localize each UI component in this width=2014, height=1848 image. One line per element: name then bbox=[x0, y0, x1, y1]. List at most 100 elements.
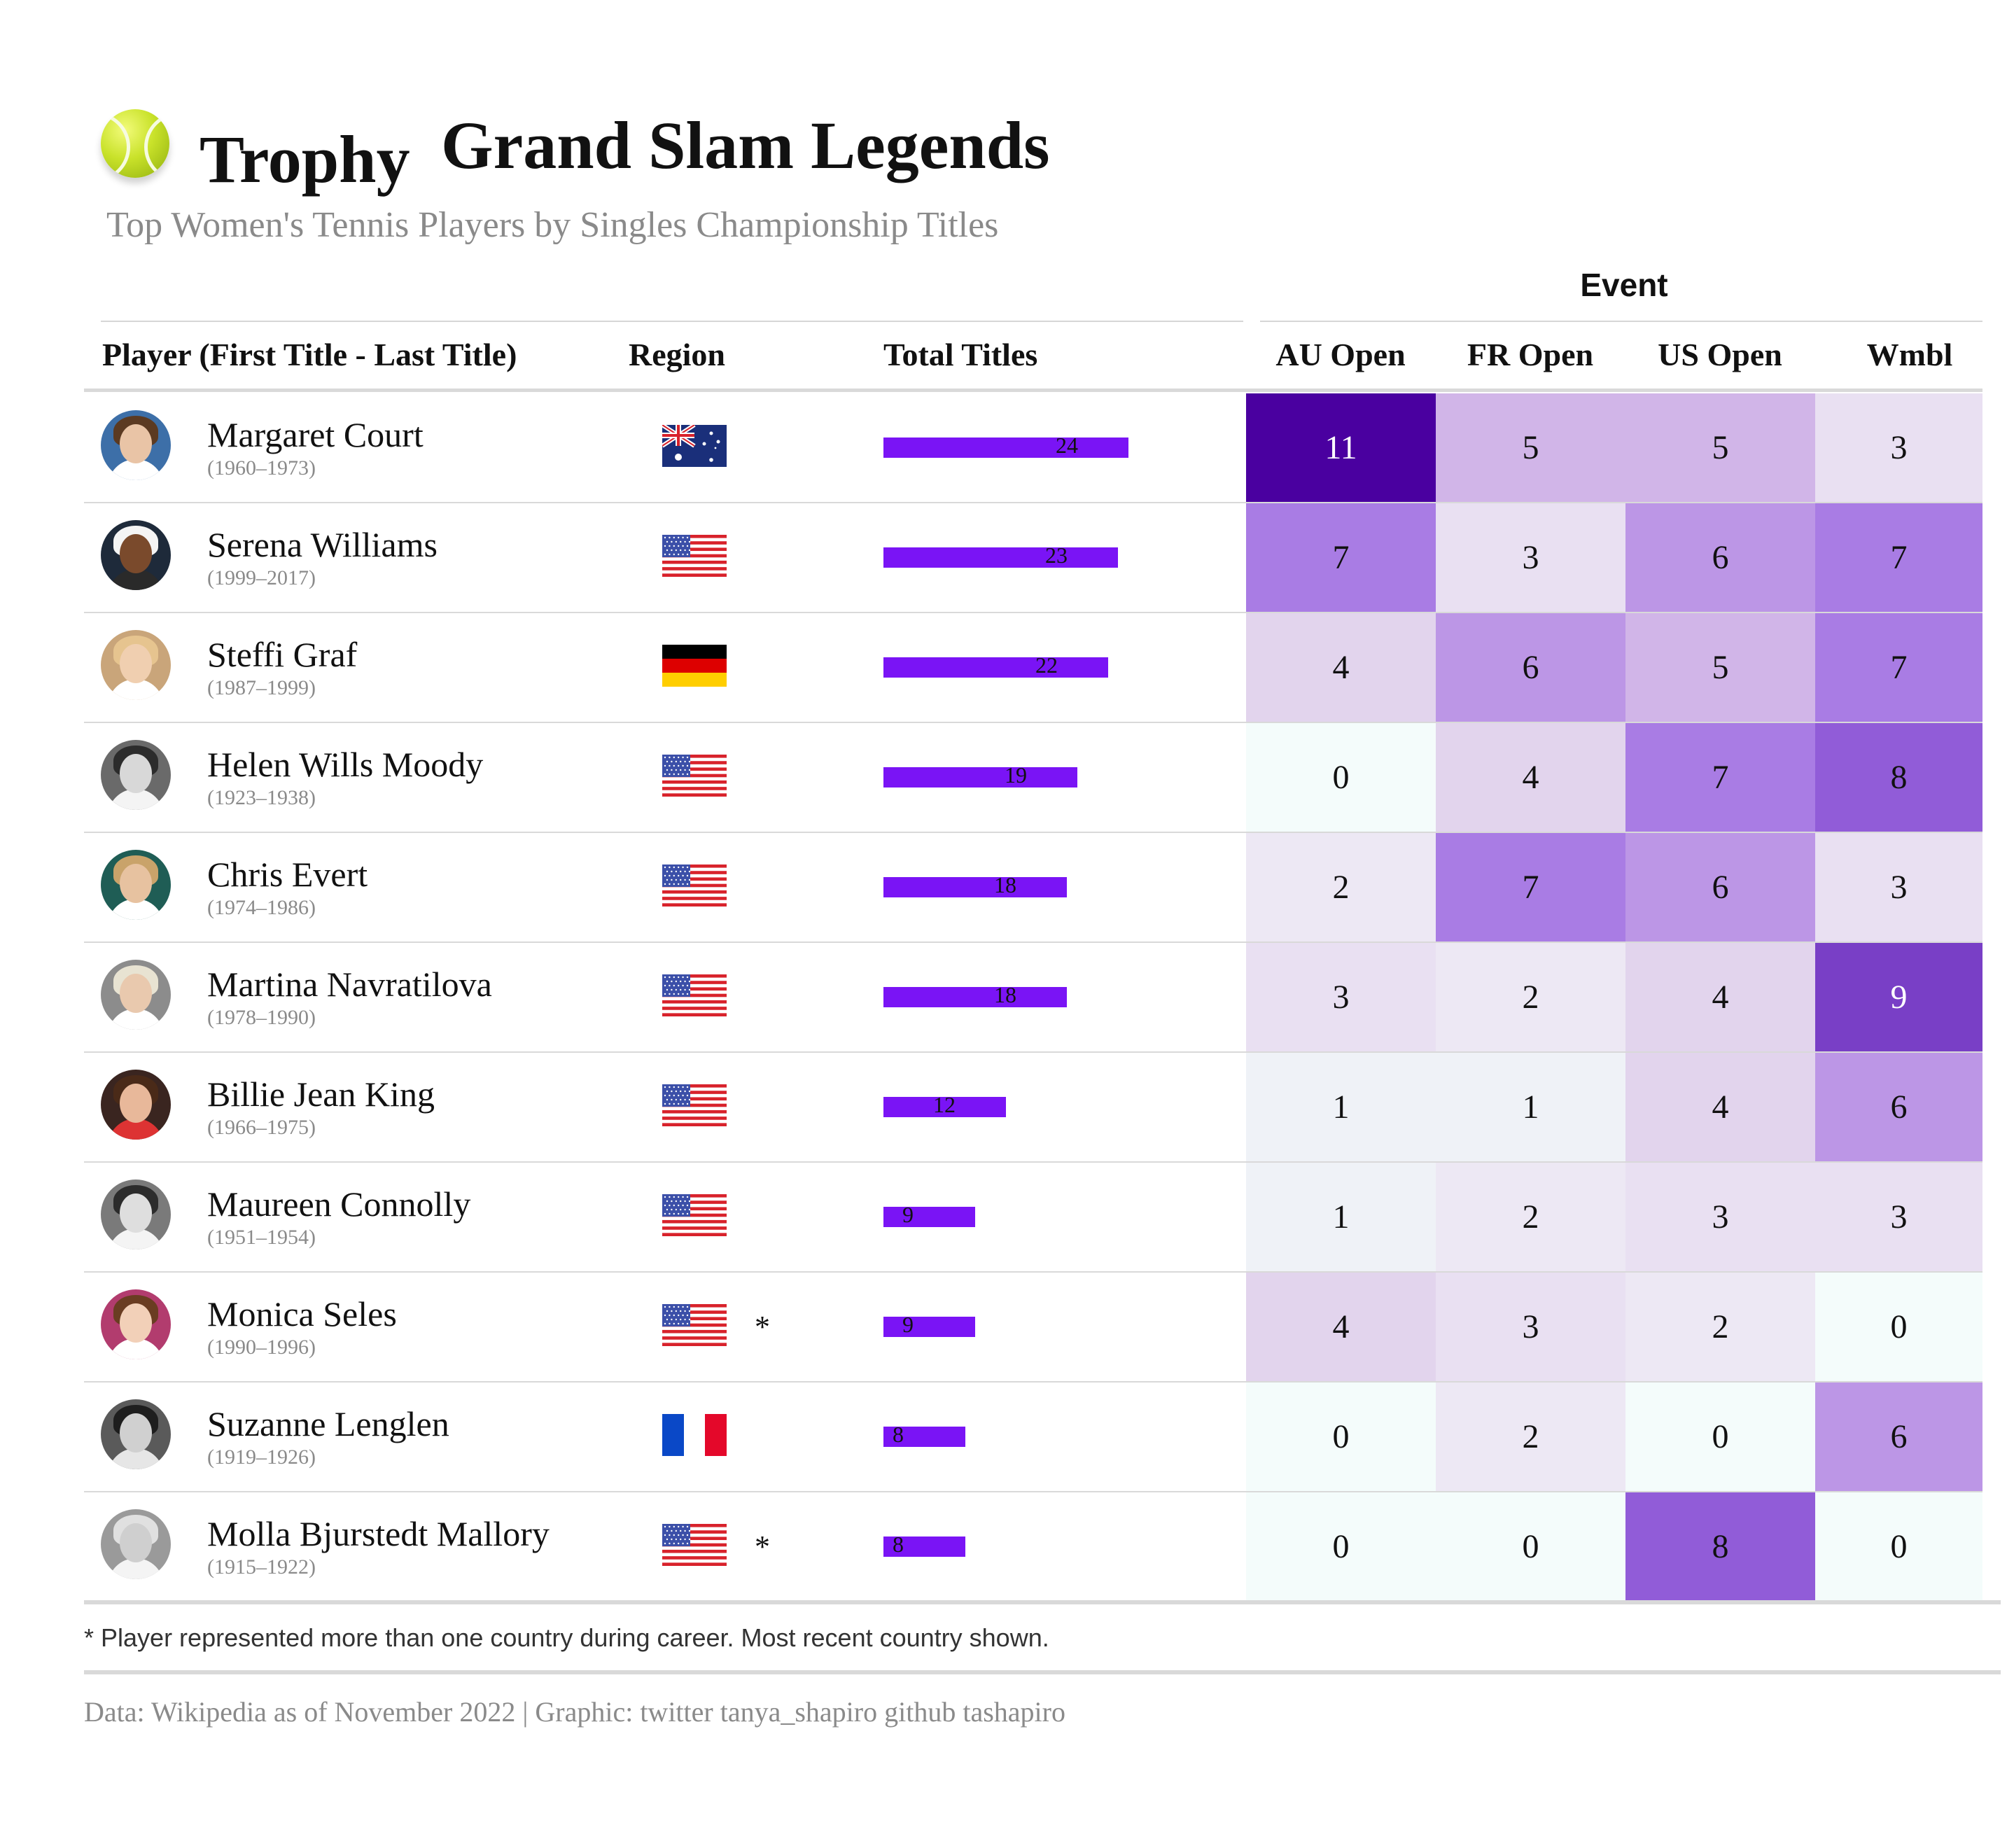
fr-open-cell: 3 bbox=[1436, 503, 1625, 612]
player-name: Chris Evert bbox=[207, 855, 368, 894]
total-titles-label: 9 bbox=[902, 1312, 914, 1337]
total-titles-label: 23 bbox=[1045, 542, 1068, 568]
column-header-wimbledon: Wmbl bbox=[1866, 337, 1953, 372]
column-header-au-open: AU Open bbox=[1275, 337, 1406, 372]
table-row: Chris Evert (1974–1986) 18 2 7 6 3 bbox=[84, 833, 1982, 943]
column-header-total: Total Titles bbox=[883, 337, 1038, 372]
total-titles-bar bbox=[883, 1427, 965, 1447]
fr-open-cell: 3 bbox=[1436, 1273, 1625, 1381]
total-titles-bar bbox=[883, 547, 1118, 568]
table-row: Maureen Connolly (1951–1954) 9 1 2 3 3 bbox=[84, 1163, 1982, 1273]
us-open-cell: 6 bbox=[1625, 833, 1815, 941]
usa-flag-icon bbox=[662, 1084, 727, 1126]
source-caption: Data: Wikipedia as of November 2022 | Gr… bbox=[84, 1696, 1065, 1728]
us-open-cell: 4 bbox=[1625, 1053, 1815, 1161]
table-bottom-rule bbox=[84, 1600, 2001, 1604]
header-rule bbox=[84, 388, 1982, 392]
au-open-cell: 4 bbox=[1246, 1273, 1436, 1381]
au-open-cell: 7 bbox=[1246, 503, 1436, 612]
fr-open-cell: 6 bbox=[1436, 613, 1625, 722]
table-row: Molla Bjurstedt Mallory (1915–1922) * 8 0 0 8 0 bbox=[84, 1492, 1982, 1601]
fr-open-cell: 2 bbox=[1436, 1163, 1625, 1271]
au-open-cell: 3 bbox=[1246, 943, 1436, 1051]
total-titles-label: 18 bbox=[994, 982, 1016, 1007]
player-name: Margaret Court bbox=[207, 415, 424, 454]
wimbledon-cell: 3 bbox=[1815, 393, 1982, 502]
total-titles-bar bbox=[883, 1207, 975, 1227]
fr-open-cell: 1 bbox=[1436, 1053, 1625, 1161]
player-name: Helen Wills Moody bbox=[207, 745, 484, 784]
player-avatar bbox=[101, 1180, 171, 1250]
us-open-cell: 5 bbox=[1625, 393, 1815, 502]
table-row: Monica Seles (1990–1996) * 9 4 3 2 0 bbox=[84, 1273, 1982, 1382]
player-avatar bbox=[101, 1509, 171, 1579]
player-years: (1966–1975) bbox=[207, 1116, 316, 1139]
player-years: (1919–1926) bbox=[207, 1446, 316, 1469]
player-name: Molla Bjurstedt Mallory bbox=[207, 1514, 550, 1553]
us-open-cell: 0 bbox=[1625, 1382, 1815, 1491]
player-years: (1987–1999) bbox=[207, 676, 316, 699]
wimbledon-cell: 3 bbox=[1815, 833, 1982, 941]
table-row: Suzanne Lenglen (1919–1926) 8 0 2 0 6 bbox=[84, 1382, 1982, 1492]
usa-flag-icon bbox=[662, 1524, 727, 1566]
wimbledon-cell: 6 bbox=[1815, 1053, 1982, 1161]
fr-open-cell: 2 bbox=[1436, 943, 1625, 1051]
au-open-cell: 1 bbox=[1246, 1163, 1436, 1271]
footnote-rule bbox=[84, 1670, 2001, 1674]
wimbledon-cell: 7 bbox=[1815, 613, 1982, 722]
table-row: Martina Navratilova (1978–1990) 18 3 2 4 9 bbox=[84, 943, 1982, 1053]
total-titles-bar bbox=[883, 1536, 965, 1557]
au-open-cell: 0 bbox=[1246, 723, 1436, 832]
multi-country-marker: * bbox=[755, 1530, 770, 1564]
player-name: Steffi Graf bbox=[207, 635, 358, 674]
usa-flag-icon bbox=[662, 1304, 727, 1346]
usa-flag-icon bbox=[662, 755, 727, 797]
us-open-cell: 4 bbox=[1625, 943, 1815, 1051]
multi-country-marker: * bbox=[755, 1310, 770, 1344]
total-titles-bar bbox=[883, 438, 1128, 458]
total-titles-bar bbox=[883, 1317, 975, 1337]
germany-flag-icon bbox=[662, 645, 727, 687]
table-row: Margaret Court (1960–1973) 24 11 5 5 3 bbox=[84, 393, 1982, 503]
fr-open-cell: 5 bbox=[1436, 393, 1625, 502]
us-open-cell: 3 bbox=[1625, 1163, 1815, 1271]
au-open-cell: 11 bbox=[1246, 393, 1436, 502]
us-open-cell: 2 bbox=[1625, 1273, 1815, 1381]
player-years: (1923–1938) bbox=[207, 786, 316, 809]
total-titles-label: 24 bbox=[1056, 433, 1078, 458]
player-years: (1978–1990) bbox=[207, 1006, 316, 1029]
total-titles-label: 8 bbox=[893, 1422, 904, 1447]
fr-open-cell: 7 bbox=[1436, 833, 1625, 941]
header-divider-left bbox=[101, 321, 1243, 322]
player-years: (1951–1954) bbox=[207, 1226, 316, 1249]
wimbledon-cell: 7 bbox=[1815, 503, 1982, 612]
footnote: * Player represented more than one count… bbox=[84, 1623, 1049, 1652]
total-titles-bar bbox=[883, 877, 1067, 897]
player-avatar bbox=[101, 520, 171, 590]
wimbledon-cell: 9 bbox=[1815, 943, 1982, 1051]
us-open-cell: 6 bbox=[1625, 503, 1815, 612]
player-years: (1960–1973) bbox=[207, 456, 316, 479]
total-titles-bar bbox=[883, 987, 1067, 1007]
wimbledon-cell: 3 bbox=[1815, 1163, 1982, 1271]
column-header-player: Player (First Title - Last Title) bbox=[102, 337, 517, 372]
wimbledon-cell: 6 bbox=[1815, 1382, 1982, 1491]
wimbledon-cell: 0 bbox=[1815, 1273, 1982, 1381]
player-years: (1915–1922) bbox=[207, 1555, 316, 1578]
player-years: (1999–2017) bbox=[207, 566, 316, 589]
player-avatar bbox=[101, 1399, 171, 1469]
total-titles-label: 19 bbox=[1005, 762, 1027, 788]
table-row: Serena Williams (1999–2017) 23 7 3 6 7 bbox=[84, 503, 1982, 613]
fr-open-cell: 4 bbox=[1436, 723, 1625, 832]
player-avatar bbox=[101, 960, 171, 1030]
total-titles-label: 8 bbox=[893, 1532, 904, 1557]
player-avatar bbox=[101, 850, 171, 920]
fr-open-cell: 0 bbox=[1436, 1492, 1625, 1601]
tennis-ball-icon bbox=[101, 109, 169, 178]
player-name: Suzanne Lenglen bbox=[207, 1404, 449, 1443]
table-row: Steffi Graf (1987–1999) 22 4 6 5 7 bbox=[84, 613, 1982, 723]
player-avatar bbox=[101, 1070, 171, 1140]
player-avatar bbox=[101, 740, 171, 810]
usa-flag-icon bbox=[662, 535, 727, 577]
us-open-cell: 8 bbox=[1625, 1492, 1815, 1601]
